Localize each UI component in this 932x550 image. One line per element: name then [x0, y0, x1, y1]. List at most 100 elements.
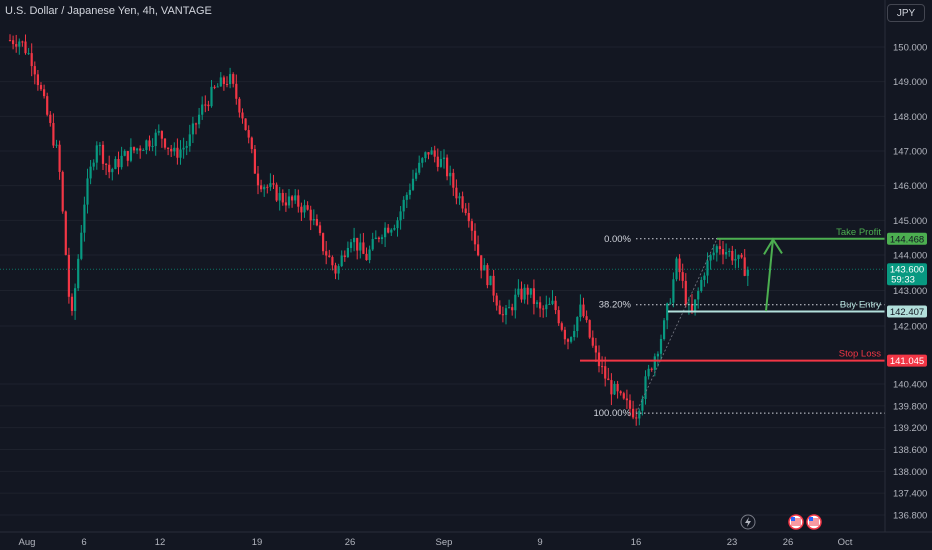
candle-body	[18, 41, 21, 47]
candle-body	[92, 162, 95, 167]
trade-line-name: Take Profit	[836, 227, 881, 238]
candle-body	[365, 253, 368, 261]
price-tag	[887, 354, 927, 367]
candle-body	[610, 380, 613, 395]
time-tick-label: 9	[537, 537, 542, 548]
candle-body	[77, 258, 80, 289]
candle-body	[529, 288, 532, 295]
candle-body	[542, 308, 545, 310]
candle-body	[55, 144, 58, 146]
current-price-label: 143.600	[890, 265, 924, 276]
candle-body	[421, 158, 424, 163]
candle-body	[126, 151, 129, 161]
candle-body	[427, 152, 430, 155]
time-tick-label: 12	[155, 537, 166, 548]
candle-body	[678, 258, 681, 273]
candle-body	[154, 132, 157, 147]
candle-body	[424, 152, 427, 159]
candle-body	[684, 280, 687, 305]
candle-body	[582, 304, 585, 317]
candle-body	[235, 83, 238, 99]
candle-body	[591, 337, 594, 346]
candle-body	[585, 316, 588, 321]
candle-body	[535, 302, 539, 304]
candle-body	[123, 151, 126, 156]
candle-body	[322, 233, 325, 252]
candle-body	[415, 172, 418, 179]
overlays: 0.00% 38.20% 100.00% Take Profit 144.468 Buy …	[0, 227, 927, 530]
fib-trend-line	[635, 238, 718, 414]
candle-body	[393, 228, 396, 230]
candle-body	[331, 257, 334, 266]
candle-body	[114, 158, 117, 170]
candle-body	[108, 164, 111, 173]
fib-level-label: 38.20%	[599, 300, 632, 311]
time-tick-label: 26	[345, 537, 356, 548]
price-tick-label: 138.600	[893, 445, 927, 456]
candle-body	[461, 196, 464, 209]
candle-body	[346, 247, 349, 257]
candle-body	[721, 249, 725, 255]
candle-body	[353, 237, 356, 243]
candle-body	[573, 331, 576, 338]
chart-title: U.S. Dollar / Japanese Yen, 4h, VANTAGE	[5, 5, 212, 17]
price-tick-label: 137.400	[893, 489, 927, 500]
candle-body	[622, 393, 625, 399]
candle-body	[740, 254, 743, 258]
candle-body	[433, 150, 436, 157]
price-tick-label: 148.000	[893, 112, 927, 123]
candle-body	[504, 308, 508, 315]
candle-body	[570, 337, 573, 342]
trade-line-name: Stop Loss	[839, 349, 881, 360]
currency-button[interactable]: JPY	[887, 4, 925, 22]
candle-body	[477, 244, 480, 256]
candle-body	[380, 237, 384, 240]
candle-body	[613, 383, 616, 395]
candle-body	[185, 146, 188, 148]
candle-body	[170, 148, 173, 152]
price-axis: 150.000 149.000 148.000 147.000 146.000 145.0…	[884, 0, 927, 532]
candle-body	[746, 269, 749, 276]
candle-body	[263, 186, 266, 190]
candle-body	[728, 250, 731, 253]
candle-body	[486, 265, 489, 286]
candle-body	[269, 183, 272, 187]
candle-body	[737, 254, 740, 260]
candle-body	[480, 255, 483, 271]
candle-body	[188, 134, 191, 147]
candle-body	[498, 305, 501, 315]
candle-body	[396, 220, 399, 229]
candle-body	[101, 144, 105, 164]
candle-body	[399, 211, 402, 221]
candle-body	[718, 246, 721, 250]
candle-body	[539, 302, 542, 309]
time-tick-label: Oct	[838, 537, 853, 548]
candle-body	[566, 339, 570, 342]
candle-body	[439, 158, 442, 167]
candle-body	[74, 288, 77, 311]
candle-body	[43, 89, 46, 97]
candle-body	[495, 295, 498, 306]
candle-body	[315, 218, 318, 226]
candle-body	[61, 171, 64, 212]
candle-body	[520, 288, 523, 300]
countdown-label: 59:33	[891, 275, 915, 286]
target-arrow-shaft	[765, 239, 774, 312]
candle-body	[557, 310, 560, 324]
candle-body	[554, 300, 557, 311]
candle-body	[328, 255, 331, 258]
candle-body	[182, 147, 185, 150]
candle-body	[266, 186, 269, 188]
candle-body	[551, 300, 554, 304]
candle-body	[523, 287, 526, 300]
price-tick-label: 138.000	[893, 467, 927, 478]
candle-body	[579, 304, 582, 318]
price-tag-label: 141.045	[890, 356, 924, 367]
candle-body	[669, 302, 672, 304]
candle-body	[359, 242, 362, 251]
candle-body	[46, 96, 49, 115]
candle-body	[532, 288, 535, 304]
candle-body	[349, 242, 353, 248]
price-tick-label: 139.200	[893, 423, 927, 434]
